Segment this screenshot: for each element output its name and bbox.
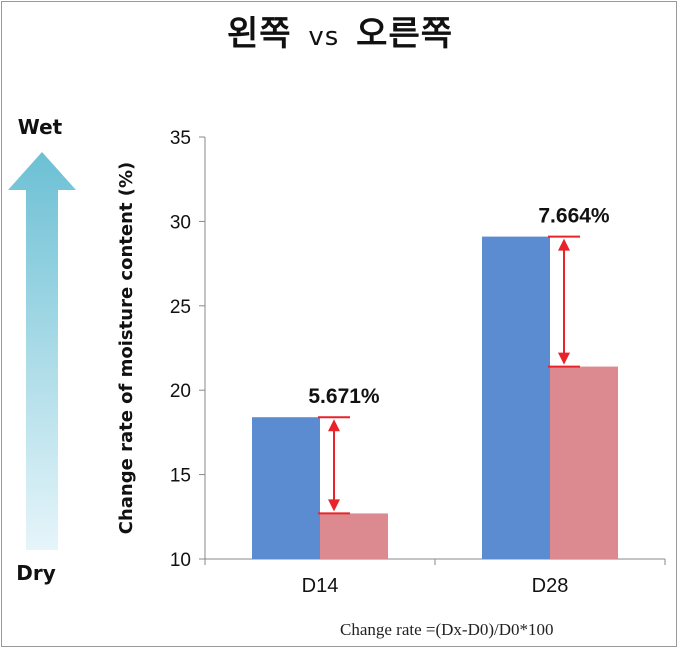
annotation-label: 5.671% bbox=[308, 385, 380, 408]
chart-title: 왼쪽 vs 오른쪽 bbox=[0, 6, 680, 55]
y-tick-label: 25 bbox=[170, 297, 191, 318]
y-axis-label: Change rate of moisture content (%) bbox=[116, 162, 137, 535]
wet-dry-arrow bbox=[8, 152, 76, 550]
annotation-arrowhead-up bbox=[558, 238, 570, 251]
x-tick-label: D14 bbox=[302, 575, 339, 597]
annotation-arrowhead-down bbox=[328, 499, 340, 512]
bar bbox=[482, 236, 550, 560]
y-tick-label: 30 bbox=[170, 212, 191, 233]
bar bbox=[550, 366, 618, 559]
annotation-label: 7.664% bbox=[538, 205, 610, 228]
bars bbox=[252, 236, 618, 560]
y-ticks: 10 15 20 25 30 35 bbox=[170, 128, 205, 571]
y-tick-label: 15 bbox=[170, 466, 191, 487]
title-left: 왼쪽 bbox=[226, 14, 292, 54]
annotations: 5.671% 7.664% bbox=[308, 205, 610, 515]
title-right: 오른쪽 bbox=[356, 14, 454, 54]
x-tick-label: D28 bbox=[532, 575, 569, 597]
title-vs: vs bbox=[308, 22, 340, 52]
y-tick-label: 10 bbox=[170, 550, 191, 571]
bar bbox=[252, 417, 320, 559]
wet-dry-arrow-shape bbox=[8, 152, 76, 550]
annotation-arrowhead-down bbox=[558, 352, 570, 365]
wet-label: Wet bbox=[18, 115, 63, 139]
dry-label: Dry bbox=[16, 561, 56, 585]
y-tick-label: 20 bbox=[170, 381, 191, 402]
x-ticks: D14 D28 bbox=[204, 559, 666, 597]
y-tick-label: 35 bbox=[170, 128, 191, 149]
annotation-arrowhead-up bbox=[328, 419, 340, 432]
bar bbox=[320, 513, 388, 559]
footnote-formula: Change rate =(Dx-D0)/D0*100 bbox=[340, 620, 554, 639]
